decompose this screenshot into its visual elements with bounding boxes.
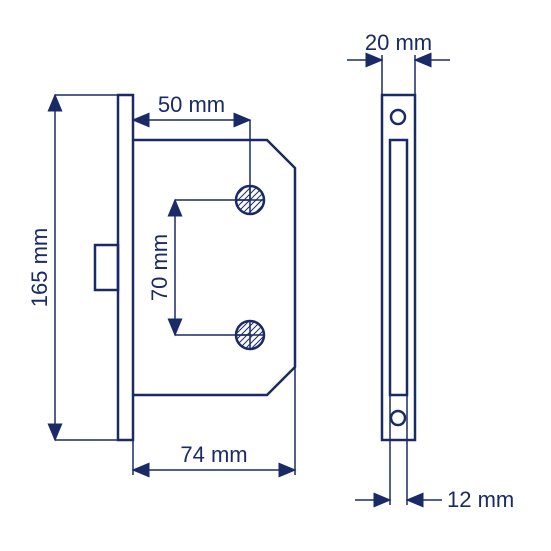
- lock-dimension-diagram: 165 mm 50 mm 70 mm 74 mm 20 mm 12 mm: [0, 0, 551, 551]
- side-hole-bot: [391, 411, 405, 425]
- dim-70mm: 70 mm: [147, 234, 172, 301]
- dim-12mm: 12 mm: [447, 487, 514, 512]
- side-body: [390, 140, 407, 395]
- dim-20mm: 20 mm: [365, 30, 432, 55]
- dim-165mm: 165 mm: [27, 228, 52, 307]
- front-latch: [95, 245, 118, 290]
- dim-74mm: 74 mm: [180, 442, 247, 467]
- side-hole-top: [391, 110, 405, 124]
- side-plate: [382, 95, 415, 440]
- front-faceplate: [118, 95, 133, 440]
- dim-50mm: 50 mm: [158, 92, 225, 117]
